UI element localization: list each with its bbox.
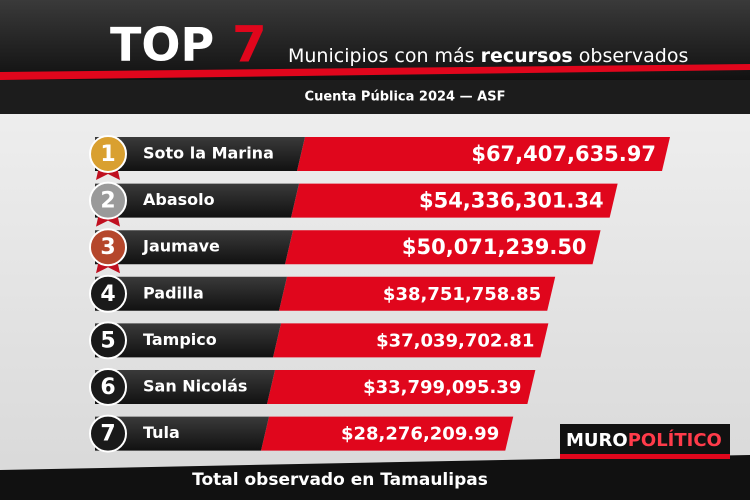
title-number: 7 [232,16,267,74]
rank: 5 [100,328,115,353]
rows: $67,407,635.97 Soto la Marina 1 $54,336,301… [89,135,670,453]
label-box [95,370,275,404]
rank: 4 [100,282,115,307]
subtitle: Cuenta Pública 2024 — ASF [305,90,506,105]
logo-part: MURO [566,430,628,451]
bar [261,416,514,451]
bar [267,370,536,404]
rank: 2 [100,189,115,214]
footer-band [0,455,750,500]
category-label: Tula [143,423,180,442]
value-label: $67,407,635.97 [471,142,656,166]
title-part: observados [579,45,689,67]
rank-badge [89,181,127,220]
rank: 3 [100,235,115,260]
bar [291,183,618,218]
value-label: $37,039,702.81 [376,330,534,351]
value-label: $54,336,301.34 [419,189,604,213]
rank-badge [89,228,127,267]
title-part: recursos [481,45,573,67]
rank-badge [89,414,127,453]
footer: Total observado en Tamaulipas [192,470,488,490]
rank-badge [89,135,127,173]
label-box [95,230,293,265]
title-top: TOP [110,18,214,72]
bar [297,137,670,171]
category-label: San Nicolás [143,377,247,396]
bar [285,230,601,265]
title: Municipios con más recursos observados [288,45,688,67]
category-label: Soto la Marina [143,144,274,163]
rank: 6 [100,375,115,400]
logo-part: POLÍTICO [628,429,722,451]
label-box [95,323,281,358]
label-box [95,276,287,311]
value-label: $50,071,239.50 [402,235,587,259]
bar [279,276,556,311]
logo-stripe [560,454,730,459]
value-label: $38,751,758.85 [383,284,541,305]
category-label: Padilla [143,283,204,302]
rank-badge [89,321,127,360]
header-stripe [0,64,750,80]
bar [273,323,549,358]
category-label: Tampico [143,330,217,349]
value-label: $28,276,209.99 [341,424,499,445]
value-label: $33,799,095.39 [363,377,521,398]
logo-box [560,424,730,458]
label-box [95,416,269,451]
rank-badge [89,274,127,313]
category-label: Abasolo [143,190,215,209]
rank-badge [89,368,127,406]
logo: MUROPOLÍTICO [566,429,722,451]
rank: 7 [100,422,115,447]
subtitle-band [0,80,750,114]
title-part: Municipios con más [288,45,475,67]
label-box [95,183,299,218]
category-label: Jaumave [142,237,220,256]
label-box [95,137,305,171]
rank: 1 [100,142,115,167]
